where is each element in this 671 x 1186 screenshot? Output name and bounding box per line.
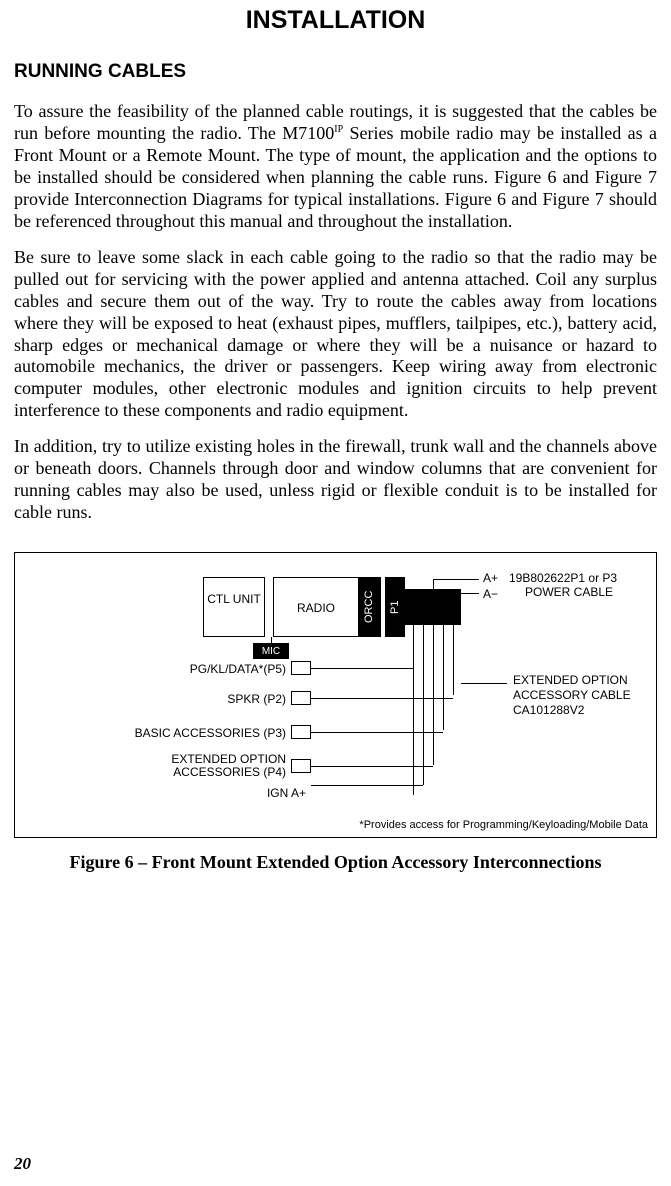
spkr-label: SPKR (P2) [227,692,286,706]
stub-h-basic [311,732,443,733]
bundle-v1 [413,625,414,795]
paragraph-3: In addition, try to utilize existing hol… [14,436,657,524]
bundle-v4 [443,625,444,730]
stub-end-spkr [291,691,311,705]
paragraph-1: To assure the feasibility of the planned… [14,101,657,233]
page-title: INSTALLATION [14,0,657,35]
ext-label-l2: ACCESSORIES (P4) [173,766,286,779]
stub-h-spkr [311,698,453,699]
bundle-v3 [433,625,434,765]
right-l2: ACCESSORY CABLE [513,688,631,702]
paragraph-2: Be sure to leave some slack in each cabl… [14,247,657,423]
mic-wire [271,637,272,643]
ctl-unit-block: CTL UNIT [203,577,265,637]
basic-label: BASIC ACCESSORIES (P3) [135,726,286,740]
radio-block: RADIO [273,577,359,637]
a-plus-label: A+ [483,571,498,585]
section-heading: RUNNING CABLES [14,61,657,83]
right-pointer [461,683,507,684]
stub-h-ext [311,766,433,767]
page-number: 20 [14,1154,31,1174]
figure-6-caption: Figure 6 – Front Mount Extended Option A… [14,852,657,873]
stub-end-ext [291,759,311,773]
stub-end-pg [291,661,311,675]
stub-end-basic [291,725,311,739]
stub-h-pg [311,668,413,669]
bundle-v2 [423,625,424,785]
figure-footnote: *Provides access for Programming/Keyload… [359,819,648,831]
stub-h-ign [311,785,423,786]
a-minus-line [433,593,479,594]
figure-6-diagram: CTL UNIT RADIO ORCC P1 MIC A+ A− 19B8026… [14,552,657,838]
a-stub-v [433,579,434,593]
bundle-stub [405,589,461,625]
p1-label: P1 [389,593,401,621]
ign-label: IGN A+ [267,786,306,800]
mic-block: MIC [253,643,289,659]
right-l3: CA101288V2 [513,703,584,717]
para1-superscript: IP [334,124,343,135]
orcc-label: ORCC [363,587,377,627]
bundle-v5 [453,625,454,695]
a-minus-label: A− [483,587,498,601]
power-cable-line2: POWER CABLE [525,585,613,599]
pg-label: PG/KL/DATA*(P5) [190,662,286,676]
power-cable-line1: 19B802622P1 or P3 [509,571,617,585]
a-plus-line [433,579,479,580]
right-l1: EXTENDED OPTION [513,673,628,687]
